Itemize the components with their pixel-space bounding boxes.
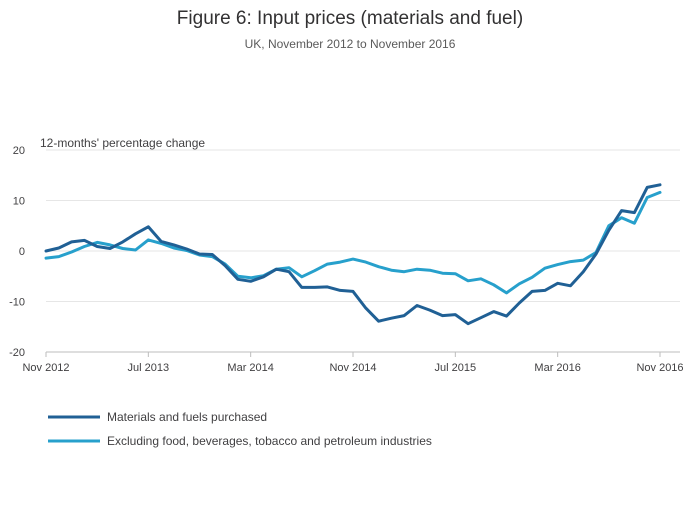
chart-subtitle: UK, November 2012 to November 2016 bbox=[245, 37, 456, 51]
gridlines bbox=[46, 149, 680, 353]
y-tick-label: 0 bbox=[19, 246, 25, 258]
chart-title: Figure 6: Input prices (materials and fu… bbox=[177, 8, 523, 29]
x-tick-label: Mar 2016 bbox=[534, 362, 580, 374]
y-tick-label: 10 bbox=[13, 196, 25, 208]
series-line bbox=[44, 190, 662, 295]
y-tick-label: -10 bbox=[9, 297, 25, 309]
x-tick-label: Nov 2016 bbox=[636, 362, 683, 374]
y-axis: -20 -10 0 10 20 bbox=[9, 145, 25, 359]
series-line bbox=[44, 183, 662, 326]
x-tick-label: Nov 2012 bbox=[22, 362, 69, 374]
x-tick-label: Nov 2014 bbox=[329, 362, 376, 374]
x-axis: Nov 2012 Jul 2013 Mar 2014 Nov 2014 Jul 2015… bbox=[22, 351, 684, 374]
legend-label: Materials and fuels purchased bbox=[107, 410, 267, 424]
legend-label: Excluding food, beverages, tobacco and p… bbox=[107, 434, 432, 448]
legend: Materials and fuels purchased Excluding f… bbox=[48, 410, 432, 448]
y-tick-label: 20 bbox=[13, 145, 25, 157]
x-tick-label: Jul 2013 bbox=[128, 362, 170, 374]
series-lines bbox=[44, 183, 662, 326]
x-tick-label: Mar 2014 bbox=[227, 362, 273, 374]
y-tick-label: -20 bbox=[9, 347, 25, 359]
x-tick-label: Jul 2015 bbox=[435, 362, 477, 374]
y-axis-label: 12-months' percentage change bbox=[40, 136, 205, 150]
